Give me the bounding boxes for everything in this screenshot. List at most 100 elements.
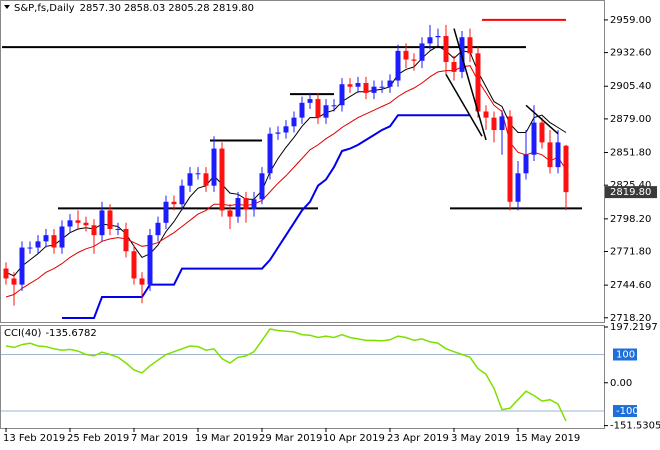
y-tick-label: 2744.60 [610, 280, 651, 291]
y-tick-label: 2851.80 [610, 148, 651, 159]
candle-body [539, 122, 545, 143]
x-tick-label: 15 May 2019 [515, 433, 580, 444]
candle-body [259, 173, 265, 200]
candle-body [299, 102, 305, 118]
candle-body [355, 83, 361, 87]
candle-body [531, 122, 537, 155]
candle-body [307, 99, 313, 103]
candle-body [339, 84, 345, 106]
y-tick-label: 2798.20 [610, 214, 651, 225]
candle-body [451, 61, 457, 72]
candle-body [475, 53, 481, 112]
candle-body [363, 83, 369, 93]
candle-body [331, 105, 337, 107]
candle-body [171, 201, 177, 205]
candle-body [387, 80, 393, 87]
candle-body [435, 36, 441, 38]
candle-body [267, 133, 273, 174]
y-tick-label: 2771.80 [610, 246, 651, 257]
x-tick-label: 3 May 2019 [451, 433, 510, 444]
candle-body [99, 210, 105, 236]
cci-header: CCI(40) -135.6782 [4, 328, 97, 339]
candle-body [131, 251, 137, 279]
candle-body [315, 99, 321, 118]
chart-header: S&P,fs,Daily 2857.30 2858.03 2805.28 2819.80 [14, 3, 254, 14]
candle-body [27, 247, 33, 249]
candle-body [411, 59, 417, 61]
x-tick-label: 23 Apr 2019 [387, 433, 449, 444]
candle-body [419, 43, 425, 61]
candle-body [19, 247, 25, 285]
candle-body [123, 228, 129, 252]
cci-level-box [613, 405, 637, 418]
candle-body [371, 86, 377, 93]
y-tick-label: 2932.60 [610, 48, 651, 59]
candle-body [179, 185, 185, 205]
candle-body [483, 111, 489, 118]
candle-body [235, 198, 241, 217]
cci-title: CCI(40) [4, 328, 42, 339]
y-tick-label: 2879.00 [610, 114, 651, 125]
trend-line [525, 104, 559, 135]
candle-body [147, 235, 153, 285]
candle-body [243, 198, 249, 210]
y-tick-label: 2718.20 [610, 313, 651, 324]
x-tick-label: 10 Apr 2019 [323, 433, 385, 444]
x-tick-label: 7 Mar 2019 [131, 433, 188, 444]
indicator-line [62, 114, 470, 319]
y-tick-label: 2905.40 [610, 81, 651, 92]
last-price: 2819.80 [610, 187, 651, 198]
candle-body [403, 50, 409, 60]
header-low: 2805.28 [168, 3, 209, 14]
candle-body [43, 235, 49, 242]
indicator-line [5, 328, 567, 422]
x-tick-label: 13 Feb 2019 [3, 433, 65, 444]
header-open: 2857.30 [80, 3, 121, 14]
y-tick-label: 2959.00 [610, 15, 651, 26]
candle-body [83, 222, 89, 226]
candle-body [395, 50, 401, 81]
candle-body [187, 173, 193, 186]
candle-body [283, 126, 289, 133]
indicator-line [5, 65, 567, 298]
candle-body [467, 37, 473, 54]
last-price-box [605, 186, 657, 199]
candle-body [11, 278, 17, 285]
y-tick-label: 197.2197 [610, 322, 658, 333]
cci-panel [0, 325, 605, 429]
y-tick-label: 2825.40 [610, 180, 651, 191]
symbol: S&P,fs,Daily [14, 3, 75, 14]
candle-body [67, 220, 73, 227]
candle-body [291, 117, 297, 127]
candle-body [227, 210, 233, 217]
cci-level-box [613, 348, 637, 361]
candle-body [107, 210, 113, 229]
candle-body [443, 36, 449, 62]
candle-body [555, 142, 561, 168]
candle-body [347, 84, 353, 87]
candle-body [211, 148, 217, 186]
header-close: 2819.80 [213, 3, 254, 14]
candle-body [3, 268, 9, 279]
candle-body [91, 225, 97, 236]
candle-body [35, 241, 41, 248]
candle-body [523, 154, 529, 174]
candle-body [275, 132, 281, 134]
candle-body [515, 173, 521, 202]
trend-line [445, 73, 483, 137]
cci-last: -135.6782 [45, 328, 96, 339]
cci-level-label: -100 [616, 406, 639, 417]
indicator-line [5, 45, 567, 277]
x-tick-label: 19 Mar 2019 [195, 433, 258, 444]
candle-body [507, 116, 513, 202]
candle-body [59, 226, 65, 248]
candle-body [195, 173, 201, 175]
candle-body [115, 228, 121, 230]
cci-level-label: 100 [616, 349, 635, 360]
candle-body [499, 116, 505, 131]
candle-body [547, 142, 553, 168]
x-tick-label: 29 Mar 2019 [259, 433, 322, 444]
candle-body [75, 220, 81, 223]
candle-body [427, 37, 433, 44]
